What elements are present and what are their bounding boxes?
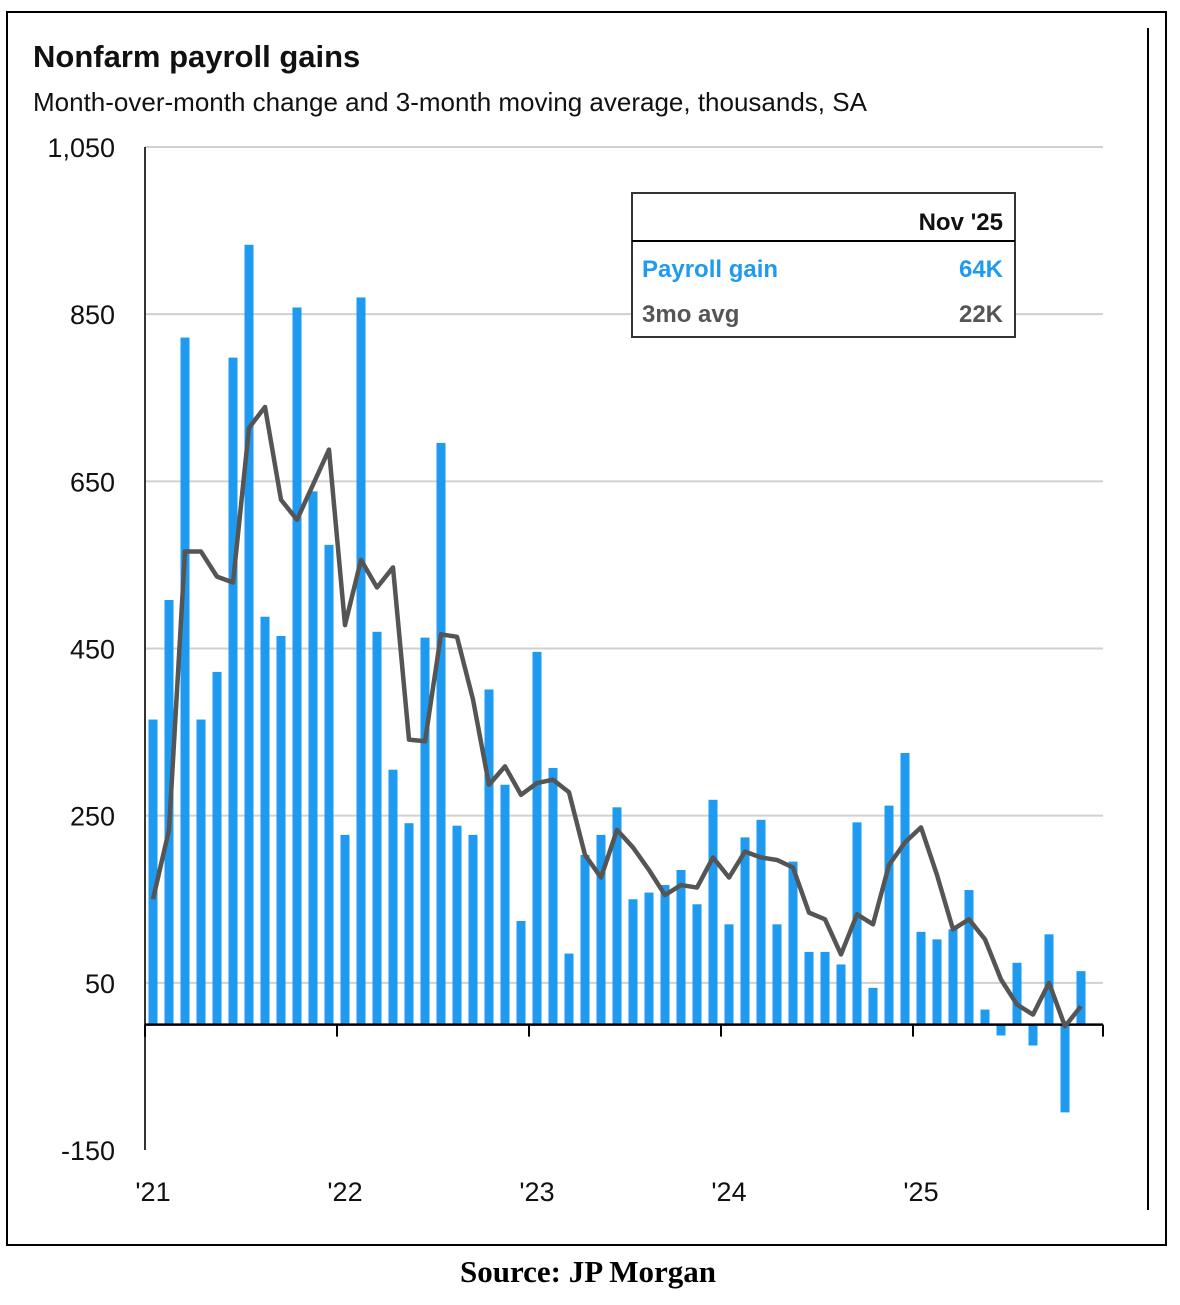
bar [596, 834, 606, 1025]
bar [516, 920, 526, 1025]
bar [868, 987, 878, 1025]
bar [260, 616, 270, 1025]
bar [372, 631, 382, 1025]
bar [436, 442, 446, 1025]
bar [356, 297, 366, 1025]
bar [900, 752, 910, 1025]
bar [580, 854, 590, 1025]
bar [1012, 962, 1022, 1025]
bar [404, 823, 414, 1025]
bar [676, 869, 686, 1025]
legend-header: Nov '25 [919, 209, 1003, 236]
bar [308, 491, 318, 1025]
bar [276, 635, 286, 1025]
chart-title: Nonfarm payroll gains [33, 39, 360, 74]
legend-payroll-label: Payroll gain [642, 256, 778, 283]
bar [820, 951, 830, 1025]
x-tick-label: '22 [327, 1177, 362, 1207]
bar [500, 784, 510, 1025]
bar [324, 544, 334, 1025]
bar [708, 799, 718, 1025]
bar [692, 904, 702, 1025]
y-tick-label: -150 [61, 1136, 115, 1166]
x-tick-label: '24 [711, 1177, 746, 1207]
bar [196, 719, 206, 1025]
bar [788, 861, 798, 1025]
bar [804, 951, 814, 1025]
bar [548, 768, 558, 1025]
bar [724, 924, 734, 1025]
legend-payroll-value: 64K [959, 256, 1004, 283]
y-tick-label: 250 [70, 802, 115, 832]
bar [244, 244, 254, 1025]
bar [660, 885, 670, 1025]
legend-box [631, 192, 1016, 338]
legend: Nov '25 Payroll gain 64K 3mo avg 22K [631, 192, 1016, 338]
bar [948, 929, 958, 1025]
bar [852, 822, 862, 1025]
bar [612, 807, 622, 1025]
bar [484, 689, 494, 1025]
bar [532, 651, 542, 1025]
y-tick-label: 50 [85, 969, 115, 999]
x-tick-label: '21 [135, 1177, 170, 1207]
bar [212, 671, 222, 1025]
bar [228, 357, 238, 1025]
bar [1044, 934, 1054, 1025]
bar [964, 890, 974, 1025]
bar [1060, 1024, 1070, 1113]
y-tick-label: 1,050 [47, 133, 115, 163]
bar [468, 834, 478, 1025]
y-tick-label: 850 [70, 300, 115, 330]
bar [980, 1009, 990, 1025]
y-tick-label: 450 [70, 635, 115, 665]
x-tick-label: '23 [519, 1177, 554, 1207]
bar [644, 892, 654, 1025]
bar [628, 899, 638, 1025]
y-tick-label: 650 [70, 467, 115, 497]
legend-avg-value: 22K [959, 301, 1004, 328]
bar [932, 939, 942, 1025]
bar [740, 837, 750, 1025]
bar [772, 924, 782, 1025]
bar [996, 1024, 1006, 1036]
source-note: Source: JP Morgan [460, 1254, 716, 1289]
bar [180, 337, 190, 1025]
bar [420, 637, 430, 1025]
bar [1028, 1024, 1038, 1046]
chart-frame [6, 11, 1167, 1246]
legend-avg-label: 3mo avg [642, 301, 739, 328]
bar [452, 825, 462, 1025]
bar [884, 805, 894, 1025]
x-tick-label: '25 [903, 1177, 938, 1207]
bar [836, 964, 846, 1025]
bar [148, 719, 158, 1025]
bar [916, 931, 926, 1025]
bar [756, 819, 766, 1025]
bar [388, 769, 398, 1025]
bar [340, 834, 350, 1025]
bar [564, 953, 574, 1025]
bar [1076, 971, 1086, 1025]
bar [292, 307, 302, 1025]
chart-subtitle: Month-over-month change and 3-month movi… [33, 87, 868, 117]
